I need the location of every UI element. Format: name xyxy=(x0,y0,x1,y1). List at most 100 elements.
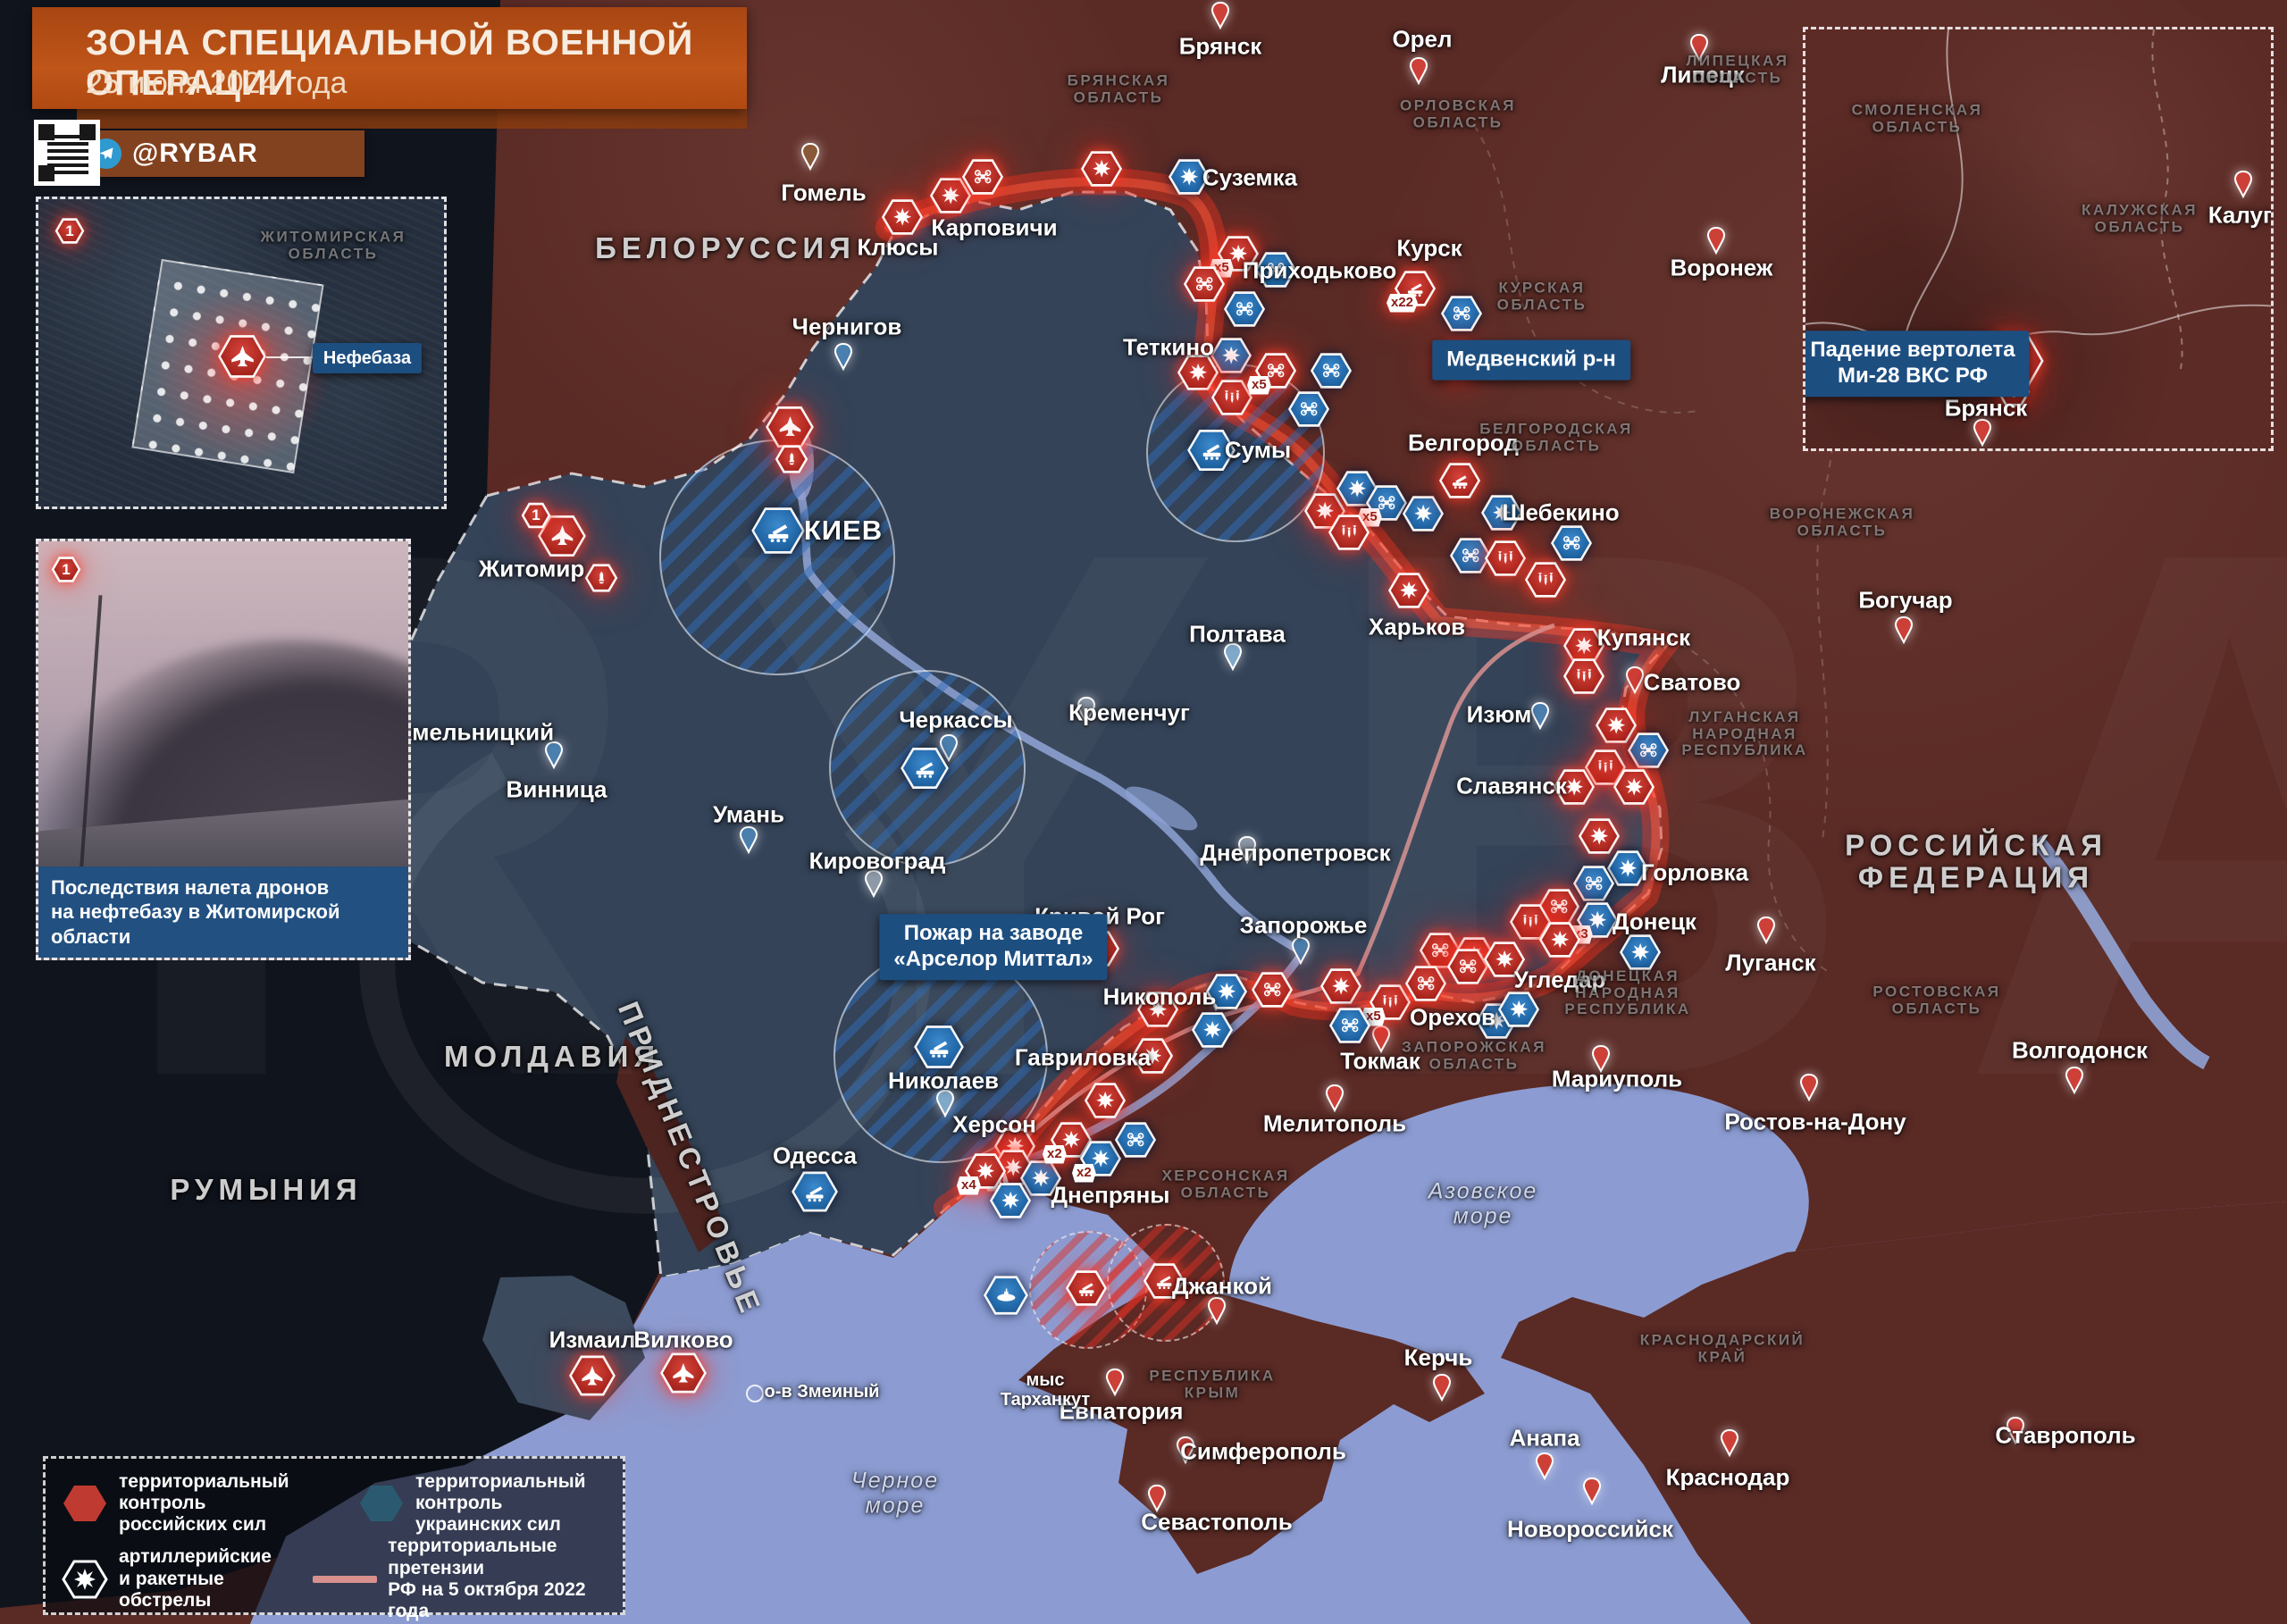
legend-label: удары БЛА xyxy=(346,1622,421,1624)
marker-explosion-red xyxy=(1562,627,1605,666)
marker-missile-red xyxy=(584,563,618,593)
place-label-Курск: Курск xyxy=(1396,234,1462,262)
marker-aa-blue xyxy=(750,506,806,556)
marker-explosion-blue xyxy=(1168,158,1211,197)
place-label-Ставрополь: Ставрополь xyxy=(1995,1421,2136,1449)
photo-caption: Последствия налета дронов на нефтебазу в… xyxy=(38,866,408,958)
marker-drone-red xyxy=(1404,965,1447,1003)
marker-explosion-red xyxy=(1131,1037,1174,1076)
marker-drone-blue xyxy=(1572,865,1615,903)
place-label-Сумы: Сумы xyxy=(1224,436,1292,464)
marker-explosion-red xyxy=(1595,707,1638,745)
marker-sub-blue xyxy=(983,1275,1029,1317)
region-label: ЛУГАНСКАЯ НАРОДНАЯ РЕСПУБЛИКА xyxy=(1681,707,1808,759)
bryansk-region-label: КАЛУЖСКАЯ ОБЛАСТЬ xyxy=(2082,201,2198,235)
marker-drone-blue xyxy=(1627,732,1670,770)
legend-label: перехваты ПВО xyxy=(487,1622,607,1624)
marker-explosion-blue xyxy=(1402,495,1445,533)
place-label-Волгодонск: Волгодонск xyxy=(2011,1036,2149,1064)
place-label-Орел: Орел xyxy=(1392,25,1453,53)
legend-label: территориальные претензии РФ на 5 октябр… xyxy=(388,1536,586,1621)
country-label: БЕЛОРУССИЯ xyxy=(595,230,856,264)
marker-explosion-blue: x2 xyxy=(1072,1140,1122,1183)
place-label-Полтава: Полтава xyxy=(1189,620,1286,648)
pin-Кировоград xyxy=(863,869,884,903)
pin-Ростов-на-Дону xyxy=(1798,1073,1820,1107)
pin-Токмак xyxy=(1370,1025,1392,1059)
artillery-icon xyxy=(62,1559,108,1600)
place-label-Гавриловка: Гавриловка xyxy=(1014,1043,1152,1071)
sea-label: Черное море xyxy=(850,1468,940,1518)
pin-Керчь xyxy=(1431,1373,1453,1407)
map-date: 25 июля 2024 года xyxy=(86,66,348,100)
marker-explosion-blue xyxy=(989,1182,1032,1220)
marker-bombs-red xyxy=(1484,540,1527,578)
pin-Ставрополь xyxy=(2005,1416,2026,1450)
region-label: ЗАПОРОЖСКАЯ ОБЛАСТЬ xyxy=(1402,1038,1546,1072)
satellite-badge-1: 1 xyxy=(54,217,85,245)
marker-drone-blue xyxy=(1287,390,1330,429)
country-label: РОССИЙСКАЯ ФЕДЕРАЦИЯ xyxy=(1845,828,2107,894)
legend-item-pvo: перехваты ПВО xyxy=(430,1622,607,1624)
bryansk-pin-Калуга xyxy=(2233,170,2254,204)
marker-aa-red xyxy=(1143,1262,1185,1301)
pin-Симферополь xyxy=(1175,1436,1196,1469)
misc-label: мыс Тарханкут xyxy=(1000,1370,1091,1410)
region-label: БЕЛГОРОДСКАЯ ОБЛАСТЬ xyxy=(1479,420,1633,454)
bryansk-region-label: СМОЛЕНСКАЯ ОБЛАСТЬ xyxy=(1851,101,1983,135)
marker-aa-red xyxy=(1065,1269,1108,1308)
marker-explosion-blue xyxy=(1019,1159,1062,1198)
title-block: ЗОНА СПЕЦИАЛЬНОЙ ВОЕННОЙ ОПЕРАЦИИ 25 июл… xyxy=(32,7,747,109)
marker-num-red: 1 xyxy=(521,502,551,530)
place-label-Одесса: Одесса xyxy=(773,1142,857,1169)
region-label: ОРЛОВСКАЯ ОБЛАСТЬ xyxy=(1400,96,1516,130)
legend-item-ru-control: территориальный контроль российских сил xyxy=(62,1471,310,1536)
marker-drone-blue xyxy=(1550,524,1593,563)
marker-explosion-blue xyxy=(1619,933,1662,972)
place-label-Херсон: Херсон xyxy=(952,1110,1036,1138)
legend-item-claims: территориальные претензии РФ на 5 октябр… xyxy=(313,1536,607,1622)
place-label-Кременчуг: Кременчуг xyxy=(1068,699,1190,726)
place-label-Теткино: Теткино xyxy=(1122,333,1215,361)
marker-bombs-red xyxy=(1562,657,1605,696)
claims-line-icon xyxy=(313,1575,378,1583)
place-label-Запорожье: Запорожье xyxy=(1239,911,1368,939)
pin-Мариуполь xyxy=(1590,1044,1612,1078)
region-label: ЛИПЕЦКАЯ ОБЛАСТЬ xyxy=(1686,52,1789,86)
place-label-Анапа: Анапа xyxy=(1509,1424,1580,1452)
marker-explosion-blue xyxy=(1210,337,1252,375)
marker-explosion-red xyxy=(1387,572,1430,610)
inset-bryansk: СМОЛЕНСКАЯ ОБЛАСТЬ КАЛУЖСКАЯ ОБЛАСТЬ Калуг… xyxy=(1803,27,2274,451)
pin-Джанкой xyxy=(1206,1296,1227,1330)
marker-drone-blue xyxy=(1449,537,1492,575)
place-label-Луганск: Луганск xyxy=(1725,949,1816,976)
place-label-Угледар: Угледар xyxy=(1513,966,1606,993)
marker-drone-blue xyxy=(1440,295,1483,333)
place-label-Орехов: Орехов xyxy=(1410,1003,1495,1031)
place-label-КИЕВ: КИЕВ xyxy=(803,514,884,546)
marker-explosion-red xyxy=(881,198,924,237)
marker-drone-blue xyxy=(1254,251,1297,289)
pin-Липецк xyxy=(1688,33,1710,67)
marker-aa-blue xyxy=(900,746,950,791)
place-label-Чернигов: Чернигов xyxy=(792,313,902,340)
marker-explosion-red xyxy=(1136,991,1179,1029)
pin-Орел xyxy=(1408,56,1429,90)
marker-drone-blue xyxy=(1310,352,1353,390)
marker-explosion-red xyxy=(1578,817,1621,856)
marker-explosion-blue xyxy=(1480,494,1523,532)
region-label: ДОНЕЦКАЯ НАРОДНАЯ РЕСПУБЛИКА xyxy=(1564,967,1691,1018)
marker-drone-red xyxy=(1419,932,1462,970)
place-label-Сватово: Сватово xyxy=(1643,668,1741,696)
place-label-Керчь: Керчь xyxy=(1403,1344,1473,1371)
bryansk-city-Калуга: Калуга xyxy=(2207,201,2273,229)
place-label-Черкассы: Черкассы xyxy=(899,706,1013,733)
place-label-Хмельницкий: Хмельницкий xyxy=(396,718,555,746)
map-title: ЗОНА СПЕЦИАЛЬНОЙ ВОЕННОЙ ОПЕРАЦИИ xyxy=(86,23,694,103)
pin-Анапа xyxy=(1534,1452,1555,1486)
legend-label: территориальный контроль украинских сил xyxy=(415,1471,586,1536)
place-label-Брянск: Брянск xyxy=(1178,32,1262,60)
marker-aa-blue xyxy=(913,1024,965,1070)
place-label-Карповичи: Карповичи xyxy=(931,213,1058,241)
place-label-Кировоград: Кировоград xyxy=(808,847,946,875)
